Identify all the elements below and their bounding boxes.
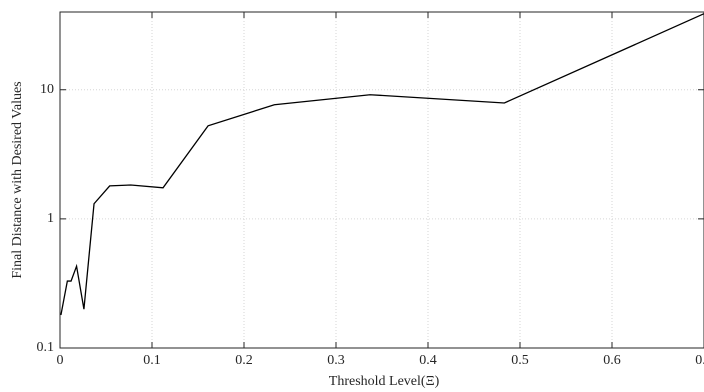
x-tick-label: 0.2: [235, 353, 253, 368]
x-tick-label: 0.6: [603, 353, 621, 368]
y-tick-label: 0.1: [37, 340, 55, 355]
x-tick-label: 0.4: [419, 353, 437, 368]
x-tick-label: 0.1: [143, 353, 161, 368]
x-tick-label: 0.5: [511, 353, 529, 368]
x-tick-label: 0.7: [695, 353, 704, 368]
line: [60, 13, 704, 316]
y-tick-label: 1: [47, 211, 54, 226]
y-axis-label: Final Distance with Desired Values: [10, 81, 25, 278]
y-tick-label: 10: [40, 82, 54, 97]
plot-frame: [59, 11, 704, 349]
x-axis-label: Threshold Level(Ξ): [329, 374, 440, 389]
x-tick-label: 0: [57, 353, 64, 368]
x-tick-label: 0.3: [327, 353, 345, 368]
